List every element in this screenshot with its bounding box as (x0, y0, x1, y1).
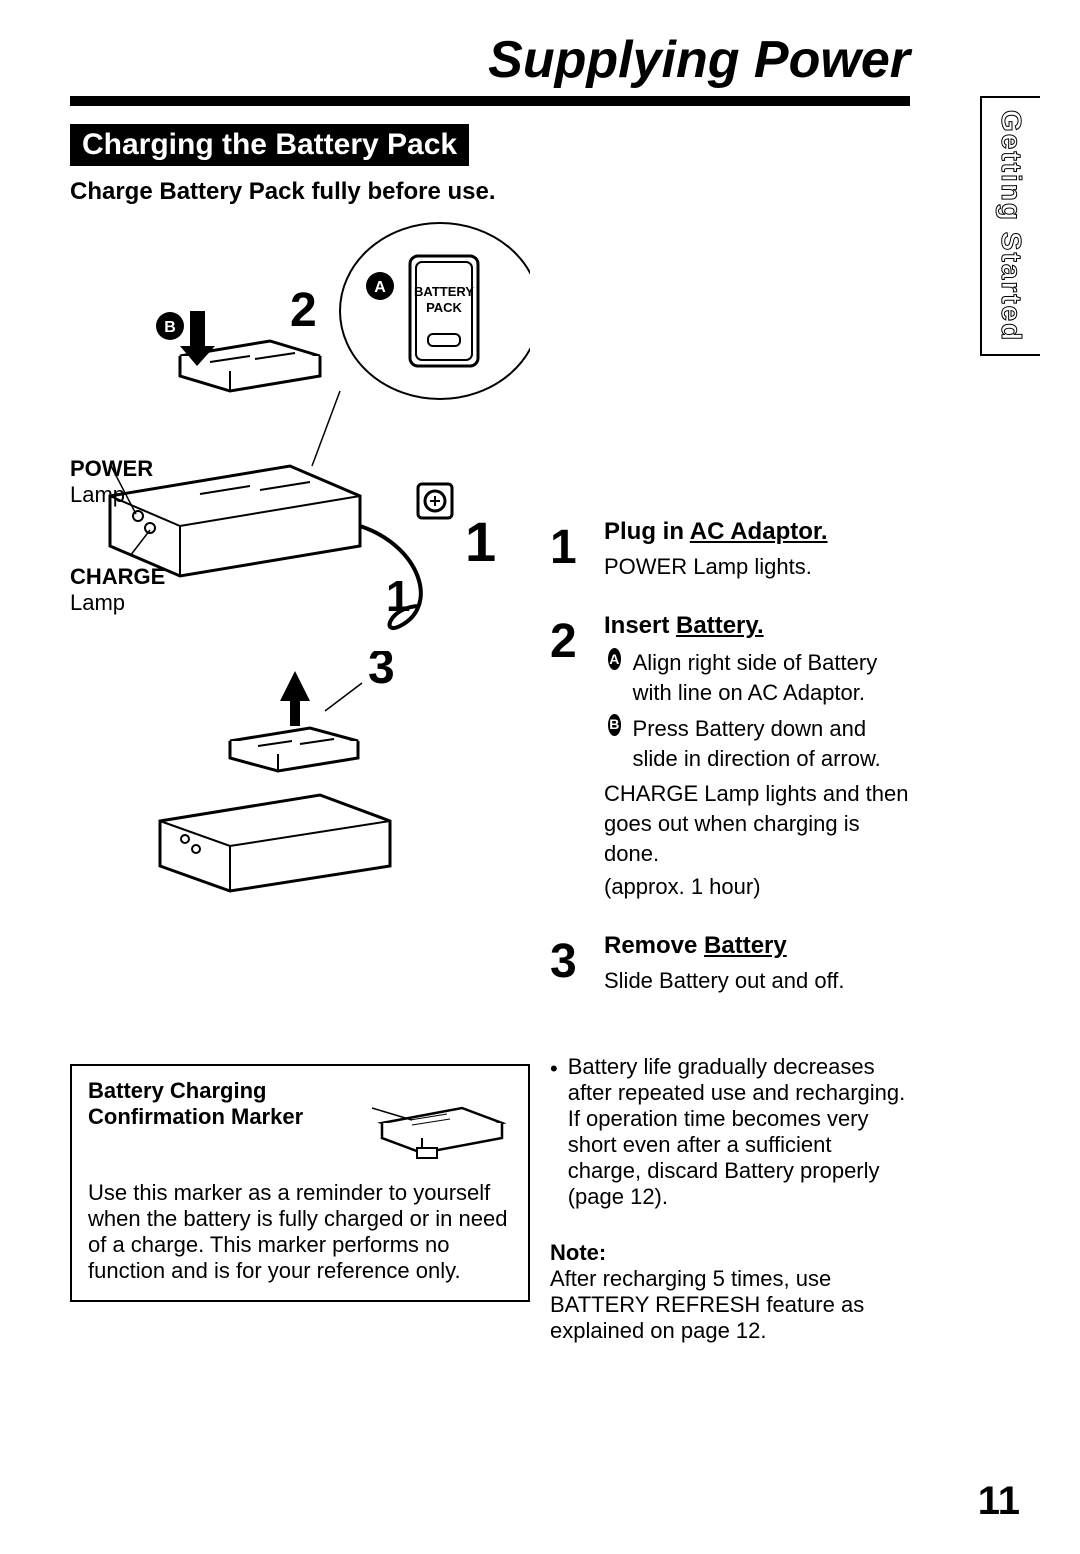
sub-text: Align right side of Battery with line on… (633, 648, 910, 707)
step-1: 1 Plug in AC Adaptor. POWER Lamp lights. (550, 516, 910, 582)
sub-item: B Press Battery down and slide in direct… (608, 714, 910, 773)
remove-diagram: 3 (130, 651, 490, 911)
step-title-underlined: Battery (704, 932, 787, 959)
bullet-note: • Battery life gradually decreases after… (550, 1054, 910, 1210)
svg-text:PACK: PACK (426, 300, 462, 315)
bullet-dot-icon: • (550, 1054, 558, 1210)
step-line: POWER Lamp lights. (604, 552, 910, 582)
page-number: 11 (978, 1479, 1020, 1524)
marker-illustration (362, 1078, 512, 1168)
step-title-prefix: Plug in (604, 518, 690, 545)
steps-column: 1 Plug in AC Adaptor. POWER Lamp lights.… (550, 216, 910, 1024)
svg-text:2: 2 (290, 284, 317, 337)
title-rule (70, 96, 910, 106)
charge-lamp-label: CHARGE Lamp (70, 564, 165, 616)
letter-a-icon: A (608, 648, 621, 670)
step-tail: CHARGE Lamp lights and then goes out whe… (604, 779, 910, 868)
power-lamp-label: POWER Lamp (70, 456, 153, 508)
marker-box: Battery Charging Confirmation Marker Use… (70, 1064, 530, 1302)
letter-b-icon: B (608, 714, 621, 736)
step-line: Slide Battery out and off. (604, 966, 910, 996)
step-number: 2 (550, 610, 590, 902)
note-label: Note: (550, 1240, 910, 1266)
marker-text: Use this marker as a reminder to yoursel… (88, 1180, 512, 1284)
svg-text:BATTERY: BATTERY (414, 284, 474, 299)
sub-text: Press Battery down and slide in directio… (633, 714, 910, 773)
step-2: 2 Insert Battery. A Align right side of … (550, 610, 910, 902)
bullet-text: Battery life gradually decreases after r… (568, 1054, 910, 1210)
step-3: 3 Remove Battery Slide Battery out and o… (550, 930, 910, 996)
svg-text:1: 1 (465, 510, 496, 573)
svg-text:3: 3 (368, 651, 395, 694)
side-tab-text: Getting Started (995, 110, 1027, 342)
side-tab: Getting Started (980, 96, 1040, 356)
section-heading: Charging the Battery Pack (70, 124, 469, 166)
page-title: Supplying Power (70, 30, 1030, 96)
note-block: Note: After recharging 5 times, use BATT… (550, 1240, 910, 1344)
step-title-underlined: AC Adaptor. (690, 518, 828, 545)
diagram-area: BATTERY PACK A (70, 216, 530, 1024)
step-title-underlined: Battery. (676, 612, 764, 639)
sub-item: A Align right side of Battery with line … (608, 648, 910, 707)
step-title-prefix: Remove (604, 932, 704, 959)
step-number: 1 (550, 516, 590, 582)
step-title-prefix: Insert (604, 612, 676, 639)
step-tail: (approx. 1 hour) (604, 872, 910, 902)
note-text: After recharging 5 times, use BATTERY RE… (550, 1266, 910, 1344)
step-number: 3 (550, 930, 590, 996)
svg-text:1: 1 (386, 572, 410, 621)
svg-text:A: A (374, 279, 386, 296)
svg-text:B: B (164, 319, 176, 336)
subhead: Charge Battery Pack fully before use. (70, 178, 1030, 206)
